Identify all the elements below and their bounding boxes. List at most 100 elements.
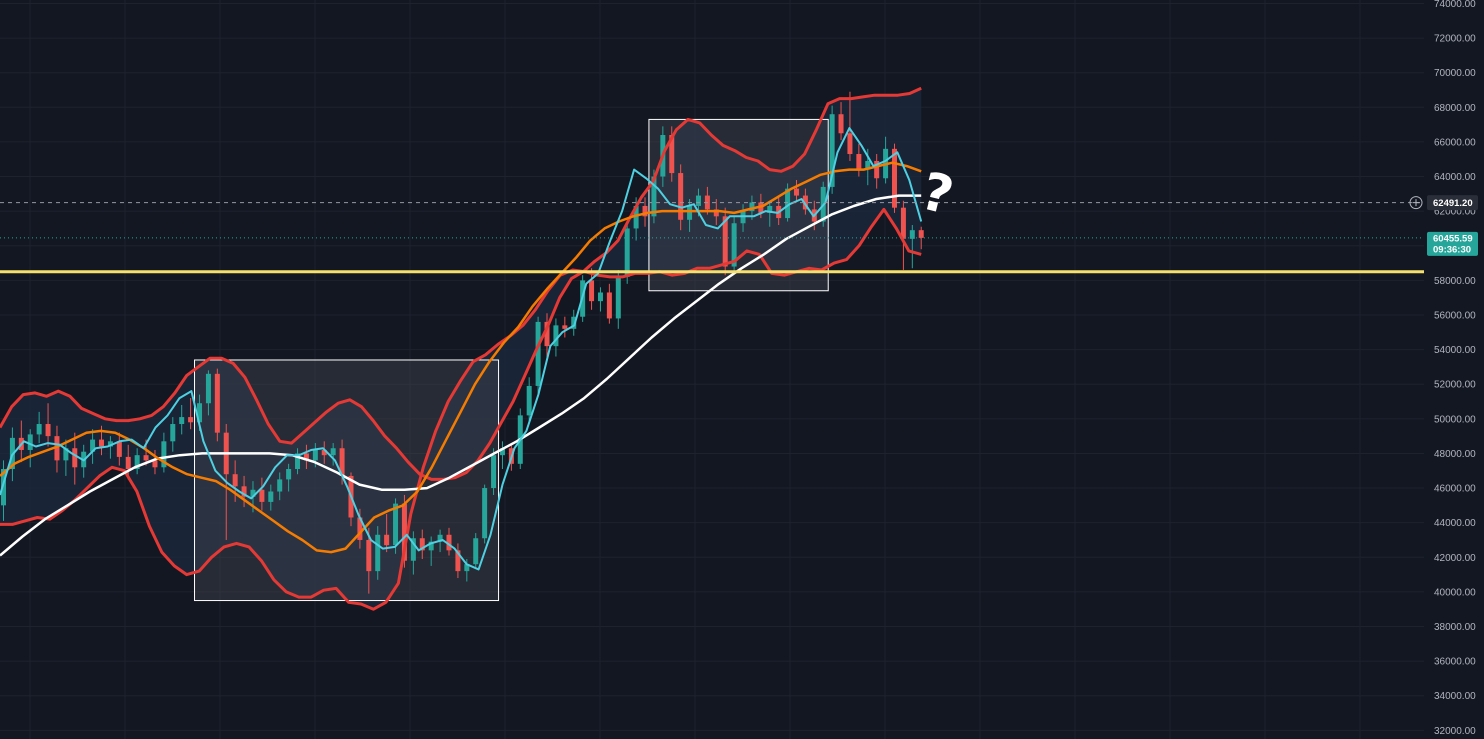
- candle: [642, 197, 648, 227]
- candle: [544, 313, 550, 360]
- candle-body: [455, 550, 461, 572]
- candle-body: [268, 491, 274, 502]
- y-tick-label: 66000.00: [1434, 137, 1476, 148]
- candle: [277, 472, 283, 501]
- candle-body: [428, 541, 434, 551]
- candle-body: [214, 373, 220, 433]
- y-tick-label: 38000.00: [1434, 622, 1476, 633]
- candle: [107, 436, 113, 459]
- candle: [259, 477, 265, 511]
- candle: [446, 527, 452, 556]
- candle-body: [161, 441, 167, 468]
- candle-body: [713, 209, 719, 217]
- candle: [491, 448, 497, 495]
- candle: [499, 441, 505, 470]
- candle: [482, 484, 488, 544]
- price-axis[interactable]: 32000.00 34000.00 36000.00 38000.00 40000.00…: [1409, 0, 1484, 739]
- candle: [134, 448, 140, 475]
- candle-body: [63, 448, 69, 461]
- candle: [286, 463, 292, 492]
- candle: [188, 398, 194, 430]
- candle-body: [731, 223, 737, 267]
- candle-body: [571, 316, 577, 329]
- candle-body: [829, 114, 835, 187]
- candle: [214, 368, 220, 442]
- last-price-label: 60455.59: [1433, 233, 1473, 244]
- question-mark-annotation: ?: [915, 162, 959, 228]
- y-tick-label: 44000.00: [1434, 518, 1476, 529]
- candle-body: [99, 439, 105, 447]
- candle: [428, 536, 434, 566]
- candle: [232, 460, 238, 502]
- candle: [54, 425, 60, 473]
- candle: [205, 370, 211, 416]
- candle-body: [419, 538, 425, 551]
- candle-body: [892, 148, 897, 208]
- candle: [847, 91, 853, 161]
- last-price-badge: [1427, 231, 1478, 256]
- candle: [455, 543, 461, 579]
- candle-body: [624, 228, 630, 277]
- candle: [161, 432, 167, 473]
- candle: [526, 377, 532, 423]
- candle-body: [205, 373, 211, 404]
- candle: [473, 533, 479, 568]
- candle: [170, 417, 176, 452]
- candle-body: [312, 449, 318, 461]
- candle-body: [107, 441, 113, 447]
- candle: [900, 200, 906, 270]
- candle-body: [366, 539, 372, 572]
- candle-body: [678, 173, 684, 220]
- middle-moving-average: [0, 161, 922, 554]
- candle-body: [321, 449, 327, 456]
- candle: [419, 529, 425, 560]
- y-tick-label: 62000.00: [1434, 207, 1476, 218]
- annotations: ?: [915, 162, 959, 228]
- candle-body: [865, 160, 871, 170]
- candle-body: [339, 448, 345, 476]
- crosshair-plus-icon: [1409, 196, 1423, 210]
- candle-body: [179, 417, 185, 425]
- y-tick-label: 34000.00: [1434, 691, 1476, 702]
- candle-body: [170, 424, 176, 442]
- candle-body: [526, 385, 532, 416]
- candle: [571, 309, 577, 336]
- candle-body: [874, 160, 880, 179]
- candle: [535, 316, 541, 395]
- candle-body: [277, 479, 283, 492]
- y-tick-label: 64000.00: [1434, 172, 1476, 183]
- candle-body: [918, 230, 924, 238]
- candle-body: [597, 292, 603, 302]
- candle-body: [410, 538, 416, 561]
- candle: [303, 444, 309, 470]
- candle: [464, 559, 470, 582]
- candle-body: [72, 448, 78, 468]
- candle: [731, 216, 737, 274]
- y-tick-label: 42000.00: [1434, 553, 1476, 564]
- y-tick-label: 46000.00: [1434, 484, 1476, 495]
- candle: [125, 444, 131, 480]
- candle: [767, 200, 773, 227]
- candle: [90, 429, 96, 464]
- candle: [410, 531, 416, 575]
- y-tick-label: 70000.00: [1434, 68, 1476, 79]
- y-tick-label: 40000.00: [1434, 587, 1476, 598]
- candle-body: [767, 205, 773, 213]
- candle-body: [695, 195, 701, 206]
- y-tick-label: 36000.00: [1434, 657, 1476, 668]
- candle-body: [1, 469, 6, 506]
- slow-moving-average: [0, 194, 922, 557]
- crosshair-price-badge: [1427, 195, 1478, 211]
- candle: [615, 269, 621, 329]
- candle-body: [188, 417, 194, 423]
- candle-body: [134, 455, 140, 470]
- candle-body: [250, 489, 256, 497]
- candle-body: [330, 448, 336, 456]
- candle: [918, 226, 924, 250]
- candle: [321, 441, 327, 464]
- candle: [27, 429, 33, 468]
- candle-body: [36, 424, 42, 435]
- candle-body: [615, 276, 621, 319]
- y-tick-label: 74000.00: [1434, 0, 1476, 10]
